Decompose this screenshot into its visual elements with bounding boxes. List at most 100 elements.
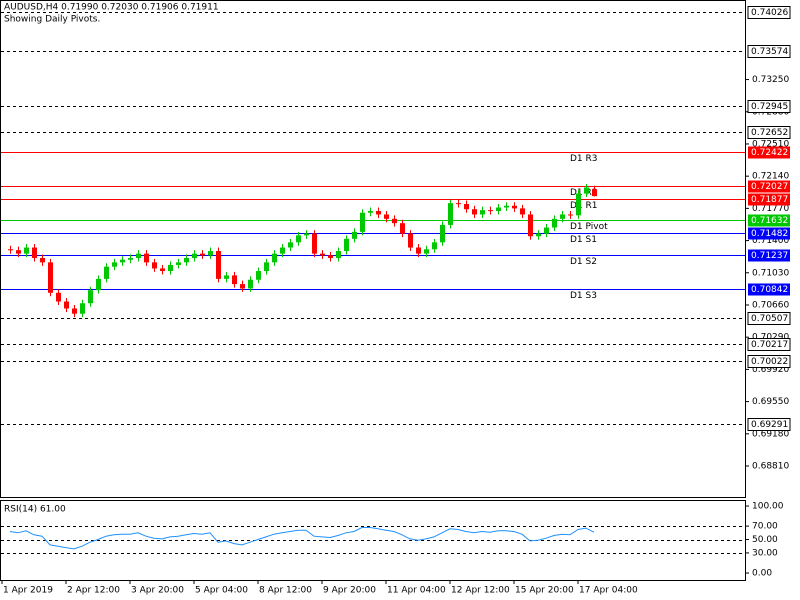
candle-body xyxy=(504,205,509,208)
candle-body xyxy=(16,250,21,254)
candle-body xyxy=(112,262,117,267)
pivot-label: 0.71237 xyxy=(751,251,788,261)
candle-body xyxy=(280,247,285,254)
candle-body xyxy=(400,223,405,234)
y-tick-label: 0.72140 xyxy=(752,172,789,182)
candle-body xyxy=(512,205,517,209)
y-tick-label: 0.70660 xyxy=(752,300,789,310)
candle-body xyxy=(328,255,333,258)
candle-body xyxy=(200,253,205,256)
candle-body xyxy=(496,207,501,211)
candle-body xyxy=(528,214,533,237)
candle-body xyxy=(264,262,269,272)
y-tick-label: 0.69180 xyxy=(752,429,789,439)
level-label-box xyxy=(747,312,791,325)
candle-body xyxy=(288,242,293,248)
pivot-label: 0.71482 xyxy=(751,229,788,239)
candle-body xyxy=(144,253,149,263)
candle-body xyxy=(464,204,469,210)
candle-body xyxy=(232,275,237,285)
candle-body xyxy=(320,253,325,256)
candle-body xyxy=(536,233,541,237)
candle-body xyxy=(88,290,93,304)
level-label-box xyxy=(747,100,791,113)
candle-body xyxy=(104,266,109,279)
level-label: 0.72945 xyxy=(751,102,788,112)
candle-body xyxy=(520,208,525,215)
candle-body xyxy=(64,301,69,309)
rsi-title: RSI(14) 61.00 xyxy=(4,505,66,515)
candle-body xyxy=(8,249,13,251)
candle-body xyxy=(312,233,317,254)
candle-body xyxy=(192,253,197,258)
y-tick-label: 0.00 xyxy=(752,569,772,579)
candle-body xyxy=(336,251,341,258)
level-label-box xyxy=(747,126,791,139)
y-tick-label: 0.69550 xyxy=(752,397,789,407)
candle-body xyxy=(256,271,261,280)
y-tick-label: 50.00 xyxy=(752,535,778,545)
candle-body xyxy=(128,257,133,260)
x-tick-label: 17 Apr 04:00 xyxy=(579,586,638,596)
candle-body xyxy=(32,247,37,258)
x-tick-label: 5 Apr 04:00 xyxy=(195,586,248,596)
level-label: 0.72652 xyxy=(751,128,788,138)
x-tick-label: 9 Apr 20:00 xyxy=(323,586,376,596)
pivot-label-box xyxy=(748,193,790,206)
candle-body xyxy=(96,278,101,291)
y-tick-label: 70.00 xyxy=(752,522,778,532)
pivot-name: D1 S2 xyxy=(570,257,597,267)
x-tick-label: 15 Apr 20:00 xyxy=(515,586,574,596)
rsi-line xyxy=(9,527,595,550)
candle-body xyxy=(448,203,453,225)
y-tick-label: 0.73250 xyxy=(752,75,789,85)
pivot-label-box xyxy=(748,227,790,240)
level-label-box xyxy=(747,355,791,368)
x-tick-label: 11 Apr 04:00 xyxy=(387,586,446,596)
candle-body xyxy=(544,227,549,234)
pivot-name: D1 Pivot xyxy=(570,222,608,232)
candle-body xyxy=(584,187,589,194)
pivot-label: 0.70842 xyxy=(751,285,788,295)
candle-body xyxy=(152,262,157,269)
pivot-label-box xyxy=(748,283,790,296)
y-tick-label: 0.68810 xyxy=(752,462,789,472)
candle-body xyxy=(568,214,573,216)
level-label: 0.70217 xyxy=(751,340,788,350)
candle-body xyxy=(176,262,181,265)
candle-body xyxy=(120,259,125,263)
y-tick-label: 100.00 xyxy=(752,502,784,512)
pivot-label-box xyxy=(748,146,790,159)
candle-body xyxy=(360,212,365,232)
y-tick-label: 0.71030 xyxy=(752,268,789,278)
x-tick-label: 1 Apr 2019 xyxy=(3,586,53,596)
x-tick-label: 3 Apr 20:00 xyxy=(131,586,184,596)
candle-body xyxy=(384,214,389,219)
candle-body xyxy=(296,235,301,243)
chart-title: AUDUSD,H4 0.71990 0.72030 0.71906 0.7191… xyxy=(4,3,219,13)
candle-body xyxy=(472,209,477,215)
level-label-box xyxy=(747,45,791,58)
candle-body xyxy=(216,251,221,279)
pivot-name: D1 R2 xyxy=(570,188,598,198)
candle-body xyxy=(240,284,245,289)
y-tick-label: 0.70290 xyxy=(752,333,789,343)
pivot-label: 0.72027 xyxy=(751,182,788,192)
x-tick-label: 8 Apr 12:00 xyxy=(259,586,312,596)
x-tick-label: 12 Apr 12:00 xyxy=(451,586,510,596)
x-tick-label: 2 Apr 12:00 xyxy=(67,586,120,596)
pivot-name: D1 R1 xyxy=(570,201,598,211)
candle-body xyxy=(592,189,597,197)
level-label: 0.69291 xyxy=(751,420,788,430)
pivot-label: 0.71877 xyxy=(751,195,788,205)
candle-body xyxy=(80,303,85,314)
candle-body xyxy=(56,292,61,302)
chart-subtitle: Showing Daily Pivots. xyxy=(4,15,100,25)
y-tick-label: 0.69920 xyxy=(752,365,789,375)
pivot-name: D1 R3 xyxy=(570,154,598,164)
candle-body xyxy=(184,257,189,263)
level-label: 0.70507 xyxy=(751,314,788,324)
candle-body xyxy=(440,224,445,243)
level-label: 0.74026 xyxy=(751,8,788,18)
